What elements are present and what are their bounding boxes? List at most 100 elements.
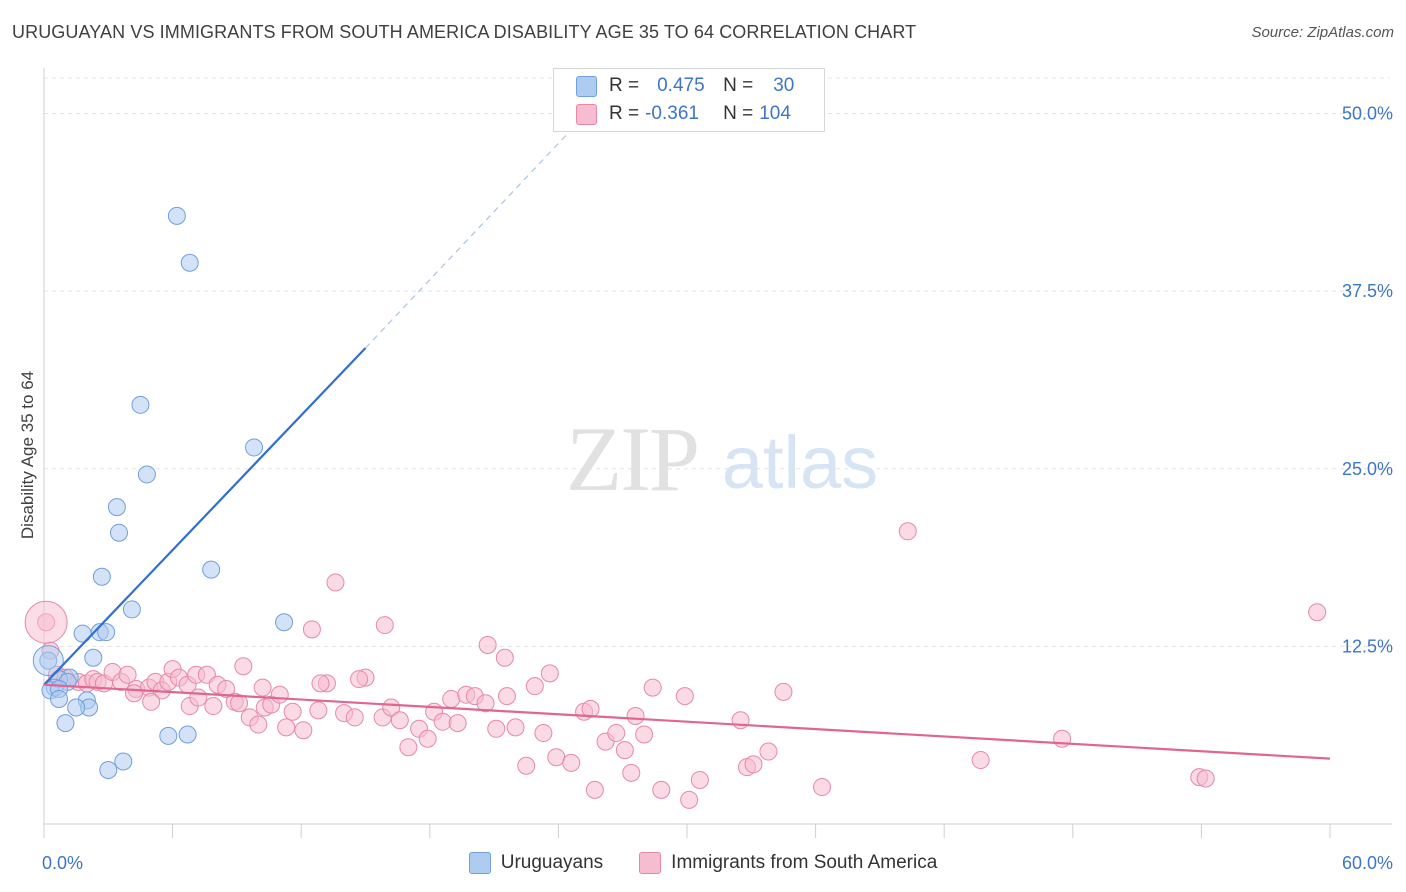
point-immigrants bbox=[399, 738, 418, 757]
point-immigrants bbox=[234, 657, 253, 676]
y-tick-label: 37.5% bbox=[1342, 281, 1393, 301]
point-uruguayans bbox=[97, 623, 116, 642]
legend-item-immigrants[interactable]: Immigrants from South America bbox=[639, 852, 937, 874]
axes bbox=[43, 68, 1392, 838]
point-uruguayans bbox=[114, 752, 133, 771]
point-immigrants bbox=[622, 763, 641, 782]
point-immigrants bbox=[270, 685, 289, 704]
trend-uruguayans bbox=[43, 347, 367, 686]
point-immigrants bbox=[277, 718, 296, 737]
point-uruguayans bbox=[167, 206, 186, 225]
legend-item-uruguayans[interactable]: Uruguayans bbox=[468, 852, 604, 874]
point-uruguayans bbox=[202, 560, 221, 579]
legend-swatch-blue bbox=[576, 75, 597, 97]
legend-label-immigrants: Immigrants from South America bbox=[671, 852, 938, 873]
point-immigrants bbox=[680, 790, 699, 809]
point-uruguayans bbox=[50, 689, 69, 708]
point-immigrants bbox=[1053, 729, 1072, 748]
trend-lines bbox=[43, 120, 1331, 760]
point-immigrants bbox=[497, 687, 516, 706]
point-immigrants bbox=[607, 724, 626, 743]
point-immigrants bbox=[442, 689, 461, 708]
point-uruguayans bbox=[178, 725, 197, 744]
point-uruguayans bbox=[56, 714, 75, 733]
point-uruguayans bbox=[39, 651, 58, 670]
tick-labels: 12.5% 25.0% 37.5% 50.0% 0.0% 60.0% bbox=[42, 104, 1393, 873]
point-immigrants bbox=[562, 753, 581, 772]
point-immigrants bbox=[204, 697, 223, 716]
source-credit: Source: ZipAtlas.com bbox=[1251, 24, 1394, 41]
point-immigrants bbox=[813, 778, 832, 797]
point-uruguayans bbox=[180, 253, 199, 272]
point-immigrants bbox=[249, 715, 268, 734]
x-tick-label-max: 60.0% bbox=[1342, 853, 1393, 873]
point-uruguayans-large bbox=[32, 645, 64, 677]
watermark: ZIP atlas bbox=[566, 408, 878, 510]
point-immigrants bbox=[635, 725, 654, 744]
point-immigrants bbox=[1196, 769, 1215, 788]
point-immigrants bbox=[382, 698, 401, 717]
point-immigrants bbox=[350, 670, 369, 689]
point-immigrants bbox=[643, 678, 662, 697]
point-immigrants bbox=[585, 780, 604, 799]
point-immigrants bbox=[326, 573, 345, 592]
legend-n-label: N = bbox=[723, 75, 754, 96]
legend-r-label: R = bbox=[609, 103, 640, 124]
point-immigrants bbox=[774, 682, 793, 701]
point-immigrants bbox=[731, 711, 750, 730]
point-immigrants bbox=[675, 687, 694, 706]
point-immigrants bbox=[118, 665, 137, 684]
y-tick-label: 50.0% bbox=[1342, 104, 1393, 124]
watermark-zip: ZIP bbox=[566, 408, 698, 510]
point-immigrants bbox=[759, 742, 778, 761]
point-immigrants bbox=[217, 680, 236, 699]
point-immigrants bbox=[525, 677, 544, 696]
point-immigrants bbox=[476, 694, 495, 713]
point-immigrants bbox=[345, 708, 364, 727]
point-immigrants bbox=[189, 688, 208, 707]
point-immigrants-large bbox=[24, 600, 68, 644]
point-uruguayans bbox=[107, 498, 126, 517]
point-uruguayans bbox=[67, 698, 86, 717]
point-immigrants bbox=[478, 635, 497, 654]
legend-swatch-immigrants bbox=[639, 852, 662, 874]
point-immigrants bbox=[652, 780, 671, 799]
legend-n-value-uruguayans: 30 bbox=[773, 75, 795, 96]
y-tick-label: 25.0% bbox=[1342, 459, 1393, 479]
point-uruguayans bbox=[84, 648, 103, 667]
point-uruguayans bbox=[122, 600, 141, 619]
point-uruguayans bbox=[245, 438, 264, 457]
point-immigrants bbox=[898, 522, 917, 541]
point-uruguayans bbox=[92, 567, 111, 586]
legend-swatch-pink bbox=[576, 103, 597, 125]
legend-swatch-uruguayans bbox=[468, 852, 491, 874]
point-immigrants bbox=[506, 718, 525, 737]
point-uruguayans bbox=[159, 726, 178, 745]
watermark-atlas: atlas bbox=[722, 421, 878, 504]
point-uruguayans bbox=[99, 761, 118, 780]
legend-label-uruguayans: Uruguayans bbox=[500, 852, 604, 873]
point-immigrants bbox=[311, 674, 330, 693]
point-immigrants bbox=[418, 729, 437, 748]
point-immigrants bbox=[253, 678, 272, 697]
point-uruguayans bbox=[275, 613, 294, 632]
point-immigrants bbox=[448, 714, 467, 733]
legend-row-immigrants: R = -0.361 N = 104 bbox=[576, 102, 791, 126]
point-immigrants bbox=[615, 741, 634, 760]
chart-title: URUGUAYAN VS IMMIGRANTS FROM SOUTH AMERI… bbox=[12, 22, 917, 42]
point-immigrants bbox=[626, 707, 645, 726]
point-immigrants bbox=[390, 711, 409, 730]
y-tick-label: 12.5% bbox=[1342, 636, 1393, 656]
point-uruguayans bbox=[131, 395, 150, 414]
point-immigrants bbox=[534, 724, 553, 743]
point-immigrants bbox=[142, 692, 161, 711]
point-immigrants bbox=[309, 701, 328, 720]
series-legend: Uruguayans Immigrants from South America bbox=[0, 852, 1406, 874]
point-immigrants bbox=[495, 648, 514, 667]
x-tick-label-min: 0.0% bbox=[42, 853, 83, 873]
series-immigrants-points bbox=[24, 522, 1327, 809]
legend-n-label: N = bbox=[723, 103, 754, 124]
legend-r-label: R = bbox=[609, 75, 640, 96]
trend-uruguayans-extension bbox=[365, 120, 581, 349]
